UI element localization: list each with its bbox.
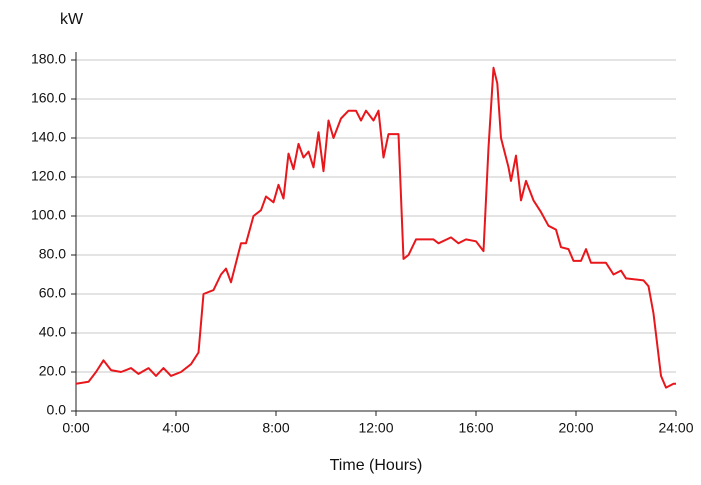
x-tick-label: 12:00 — [358, 420, 393, 436]
y-unit: kW — [60, 11, 84, 28]
y-tick-label: 180.0 — [31, 51, 66, 67]
x-tick-label: 24:00 — [658, 420, 693, 436]
x-tick-label: 8:00 — [262, 420, 289, 436]
y-tick-label: 80.0 — [39, 246, 66, 262]
y-tick-label: 120.0 — [31, 168, 66, 184]
y-tick-label: 20.0 — [39, 363, 66, 379]
y-tick-label: 160.0 — [31, 90, 66, 106]
y-tick-label: 60.0 — [39, 285, 66, 301]
x-axis-label: Time (Hours) — [330, 457, 423, 474]
y-tick-label: 0.0 — [47, 402, 67, 418]
x-tick-label: 0:00 — [62, 420, 89, 436]
y-tick-label: 140.0 — [31, 129, 66, 145]
y-tick-label: 100.0 — [31, 207, 66, 223]
x-tick-label: 4:00 — [162, 420, 189, 436]
data-line — [75, 66, 676, 389]
x-tick-label: 20:00 — [558, 420, 593, 436]
y-tick-label: 40.0 — [39, 324, 66, 340]
x-tick-label: 16:00 — [458, 420, 493, 436]
